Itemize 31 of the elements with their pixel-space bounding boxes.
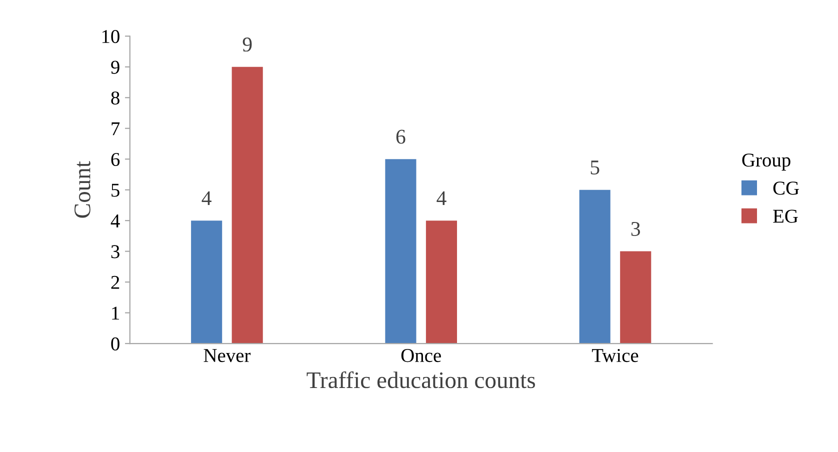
y-tick-label: 10	[102, 30, 120, 44]
data-label: 9	[242, 38, 252, 52]
legend-label: EG	[773, 210, 798, 223]
y-tick-label: 3	[111, 245, 120, 258]
data-label: 3	[631, 222, 640, 236]
bar	[579, 190, 610, 344]
bar	[232, 66, 263, 344]
y-tick-label: 5	[112, 184, 120, 197]
data-label: 6	[396, 130, 406, 144]
x-axis-title: Traffic education counts	[306, 371, 535, 388]
y-tick-label: 8	[111, 91, 120, 105]
data-label: 4	[436, 191, 446, 206]
bar	[385, 159, 416, 344]
y-tick-label: 2	[111, 276, 120, 289]
bar	[426, 220, 458, 344]
x-tick-label: Twice	[592, 349, 638, 362]
y-tick-label: 9	[111, 60, 120, 74]
y-tick-label: 1	[112, 306, 119, 320]
bar	[620, 251, 652, 344]
y-tick-label: 7	[112, 122, 120, 136]
y-tick-label: 0	[111, 337, 120, 350]
legend-label: CG	[773, 182, 799, 195]
y-axis-title: Count	[74, 161, 90, 218]
y-tick-label: 6	[111, 152, 120, 166]
data-label: 5	[590, 160, 600, 174]
data-label: 4	[202, 191, 212, 206]
legend-title: Group	[742, 154, 790, 171]
x-tick-label: Once	[401, 349, 441, 362]
y-tick-label: 4	[110, 214, 120, 228]
x-tick-label: Never	[204, 349, 251, 362]
bar	[191, 220, 222, 344]
